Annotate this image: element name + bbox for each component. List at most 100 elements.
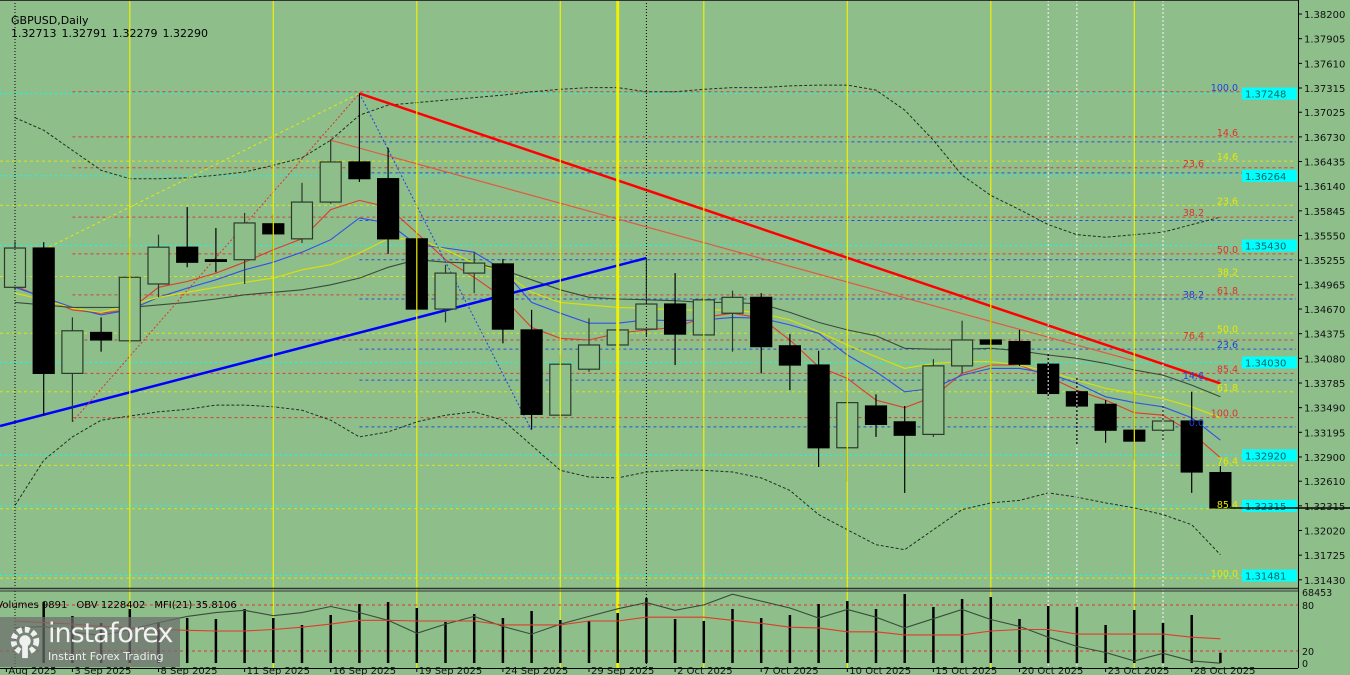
indicator-axis-label: 20 [1302, 647, 1314, 658]
cyan-price-label: 1.37248 [1245, 90, 1286, 101]
fib-level-label: 38.2 [1217, 267, 1238, 278]
candle [434, 264, 457, 323]
price-tick-label: 1.31430 [1304, 576, 1345, 587]
candle [750, 293, 773, 374]
candle-body-bear [1008, 341, 1031, 365]
candle [807, 350, 830, 467]
price-tick-label: 1.37610 [1304, 59, 1345, 70]
candle-body-bear [491, 263, 514, 330]
cyan-price-label: 1.31481 [1245, 572, 1286, 583]
ohlc-open: 1.32713 [11, 27, 57, 40]
candle [1209, 466, 1232, 509]
price-tick-label: 1.34965 [1304, 280, 1345, 291]
date-tick-label: 23 Oct 2025 [1108, 666, 1170, 675]
fib-level-label: 50.0 [1217, 324, 1238, 335]
candle [1180, 391, 1203, 493]
candle-body-bear [89, 331, 113, 341]
date-tick-label: 28 Oct 2025 [1194, 666, 1256, 675]
date-tick-label: Aug 2025 [8, 666, 56, 675]
candle-body-bull [950, 339, 974, 367]
obv-readout: OBV 1228402 [76, 600, 146, 611]
price-tick-label: 1.36140 [1304, 182, 1345, 193]
price-tick-label: 1.34080 [1304, 354, 1345, 365]
candle [32, 242, 55, 416]
gear-icon [10, 626, 40, 659]
candle [922, 359, 945, 437]
date-tick-label: 11 Sep 2025 [247, 666, 310, 675]
candle-body-bear [1180, 420, 1203, 473]
candle-body-bull [463, 262, 486, 274]
symbol-timeframe: GBPUSD,Daily [11, 14, 89, 27]
candle-body-bear [750, 296, 773, 348]
price-tick-label: 1.38200 [1304, 10, 1345, 21]
cyan-price-box [1242, 569, 1297, 582]
trendline-fib-swing-down [358, 93, 533, 431]
candle [204, 227, 227, 273]
fib-level-label: 14.6 [1183, 371, 1204, 382]
cyan-price-label: 1.32920 [1245, 451, 1286, 462]
fib-level-label: 76.4 [1217, 456, 1238, 467]
candle [1008, 329, 1031, 366]
candle [778, 334, 802, 391]
candle-body-bear [778, 345, 802, 366]
cyan-price-box [1242, 356, 1297, 369]
candle [893, 405, 916, 493]
mfi-readout: MFI(21) 35.8106 [154, 600, 237, 611]
candle-body-bear [32, 247, 55, 374]
trendline-fib-swing-up-2 [43, 92, 360, 251]
trendline-up-trend [0, 256, 647, 428]
candle-body-bull [635, 303, 658, 330]
candle [61, 317, 84, 422]
candle [520, 309, 543, 430]
instaforex-logo: instaforex Instant Forex Trading [0, 617, 180, 667]
candle-body-bull [721, 296, 744, 314]
fib-level-label: 61.8 [1217, 383, 1238, 394]
date-tick-label: 8 Sep 2025 [161, 666, 218, 675]
fib-level-label: 50.0 [1217, 245, 1238, 256]
price-tick-label: 1.33785 [1304, 379, 1345, 390]
fib-level-label: 100.0 [1211, 569, 1238, 580]
price-tick-label: 1.37905 [1304, 35, 1345, 46]
date-tick-label: 10 Oct 2025 [849, 666, 911, 675]
date-tick-label: 20 Oct 2025 [1022, 666, 1084, 675]
indicator-axis-label: 80 [1302, 601, 1314, 612]
fib-level-label: 0.0 [1189, 418, 1204, 429]
indicator-header: Volumes 9891 OBV 1228402 MFI(21) 35.8106 [0, 589, 246, 611]
cyan-price-label: 1.34030 [1245, 359, 1286, 370]
candle-body-bear [176, 246, 199, 263]
candle [1094, 400, 1117, 443]
fib-level-label: 23.6 [1217, 340, 1238, 351]
date-tick-label: 2 Oct 2025 [677, 666, 732, 675]
fib-level-label: 100.0 [1211, 409, 1238, 420]
price-tick-label: 1.31725 [1304, 551, 1345, 562]
price-tick-label: 1.37315 [1304, 84, 1345, 95]
fib-level-label: 85.4 [1217, 364, 1238, 375]
candle [176, 207, 199, 268]
price-tick-label: 1.37025 [1304, 108, 1345, 119]
logo-tagline: Instant Forex Trading [48, 650, 164, 663]
candle [463, 252, 486, 294]
ohlc-low: 1.32279 [112, 27, 158, 40]
date-tick-label: 3 Sep 2025 [74, 666, 131, 675]
fib-level-label: 100.0 [1211, 83, 1238, 94]
cyan-price-box [1242, 499, 1297, 512]
price-tick-label: 1.34670 [1304, 305, 1345, 316]
cyan-price-box [1242, 239, 1297, 252]
obv-line [14, 593, 1221, 664]
candle-body-bear [864, 405, 888, 425]
candle-body-bear [893, 421, 916, 436]
candle-body-bull [290, 201, 314, 240]
fib-level-label: 38.2 [1183, 208, 1204, 219]
cyan-price-box [1242, 87, 1297, 100]
candle [864, 394, 888, 437]
fib-level-label: 76.4 [1183, 331, 1204, 342]
trendline-channel [330, 139, 1135, 362]
price-tick-label: 1.35550 [1304, 231, 1345, 242]
indicator-axis-label: 0 [1302, 659, 1308, 670]
fib-level-label: 14.6 [1217, 152, 1238, 163]
candle-body-bear [377, 178, 400, 240]
indicator-axis-label: 68453 [1302, 588, 1332, 599]
candle-body-bull [577, 344, 601, 370]
candle [491, 258, 514, 344]
